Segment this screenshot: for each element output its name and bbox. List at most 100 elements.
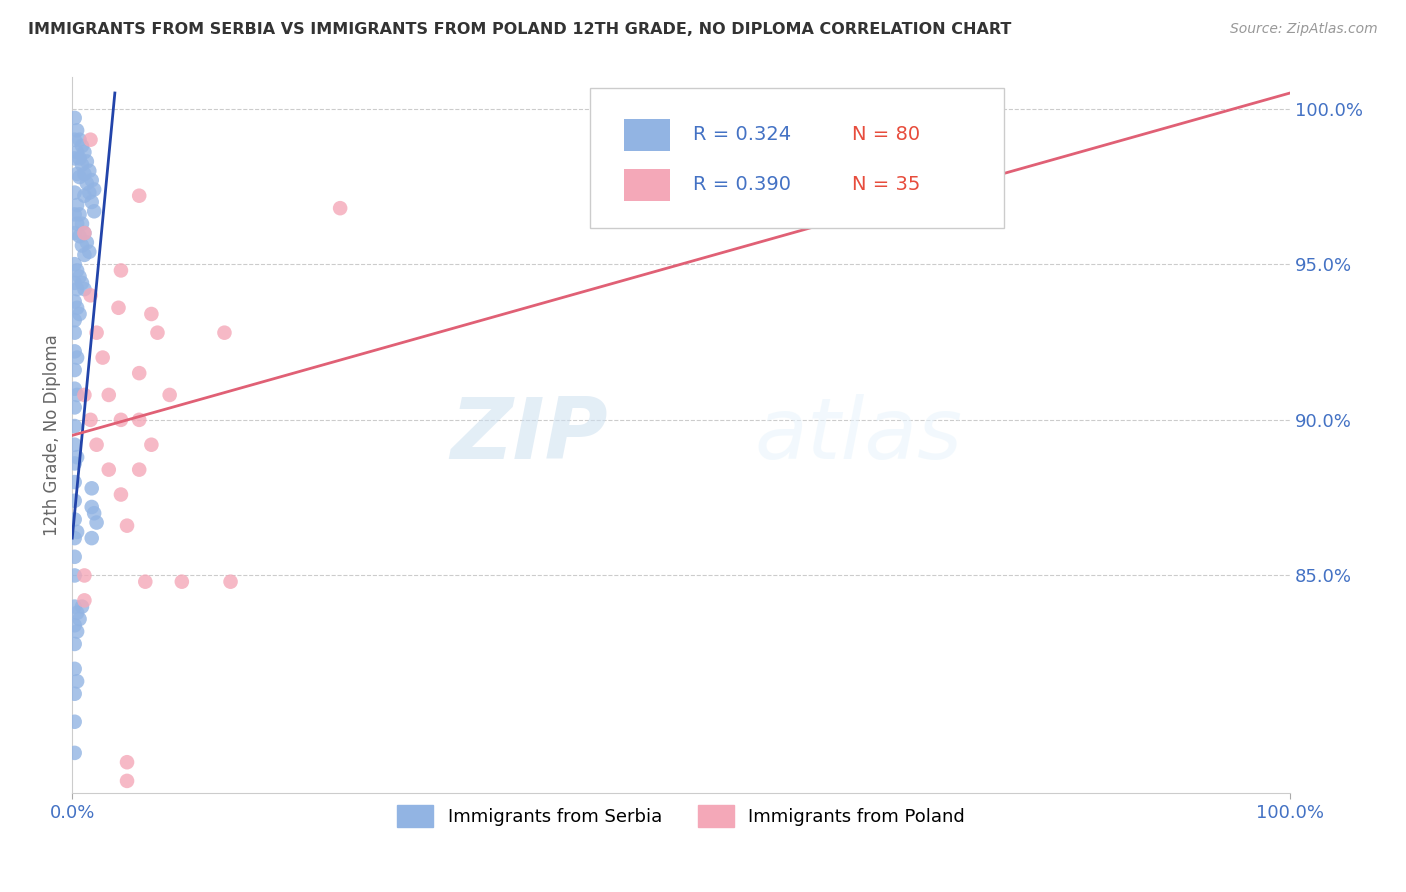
Point [134, 574, 156, 589]
Point [63, 637, 86, 651]
Point [141, 307, 163, 321]
Point [97, 462, 120, 476]
Point [69, 152, 91, 166]
Point [69, 207, 91, 221]
Point [128, 366, 150, 380]
Point [73, 248, 96, 262]
Point [97, 388, 120, 402]
Point [63, 152, 86, 166]
Point [66, 674, 89, 689]
Point [63, 531, 86, 545]
Bar [624, 169, 671, 201]
Point [63, 568, 86, 582]
Point [66, 282, 89, 296]
Point [128, 188, 150, 202]
Point [63, 257, 86, 271]
Point [83, 506, 105, 520]
Point [107, 301, 129, 315]
Point [77, 244, 100, 259]
Point [66, 263, 89, 277]
Point [128, 413, 150, 427]
Point [141, 438, 163, 452]
Point [219, 836, 242, 850]
Point [110, 413, 132, 427]
Point [73, 226, 96, 240]
Point [63, 618, 86, 632]
Point [66, 388, 89, 402]
Point [115, 773, 138, 788]
Point [69, 229, 91, 244]
Text: R = 0.390: R = 0.390 [693, 176, 792, 194]
Point [63, 662, 86, 676]
Point [80, 173, 103, 187]
Point [69, 133, 91, 147]
Point [63, 294, 86, 309]
Point [76, 176, 98, 190]
Point [73, 188, 96, 202]
Point [115, 756, 138, 770]
Point [69, 612, 91, 626]
Y-axis label: 12th Grade, No Diploma: 12th Grade, No Diploma [44, 334, 60, 536]
Point [86, 438, 108, 452]
Point [69, 307, 91, 321]
Point [63, 207, 86, 221]
Point [66, 123, 89, 137]
Text: N = 35: N = 35 [852, 176, 920, 194]
Point [63, 186, 86, 200]
Point [66, 167, 89, 181]
Point [110, 487, 132, 501]
Point [79, 133, 101, 147]
Point [170, 574, 193, 589]
Point [63, 111, 86, 125]
Point [69, 169, 91, 184]
Point [63, 475, 86, 489]
Point [214, 326, 236, 340]
Point [63, 714, 86, 729]
Point [63, 599, 86, 614]
Point [79, 413, 101, 427]
Point [195, 886, 218, 892]
Bar [624, 119, 671, 151]
Point [77, 164, 100, 178]
Point [152, 811, 174, 825]
Point [63, 549, 86, 564]
Point [66, 351, 89, 365]
Point [86, 326, 108, 340]
Point [66, 198, 89, 212]
Point [63, 344, 86, 359]
Point [70, 217, 93, 231]
Text: ZIP: ZIP [450, 394, 607, 477]
Point [73, 568, 96, 582]
Point [329, 201, 352, 215]
Point [70, 238, 93, 252]
Point [63, 401, 86, 415]
Point [80, 531, 103, 545]
Text: IMMIGRANTS FROM SERBIA VS IMMIGRANTS FROM POLAND 12TH GRADE, NO DIPLOMA CORRELAT: IMMIGRANTS FROM SERBIA VS IMMIGRANTS FRO… [28, 22, 1011, 37]
Point [63, 133, 86, 147]
Point [63, 687, 86, 701]
Point [63, 363, 86, 377]
Point [76, 154, 98, 169]
Point [70, 158, 93, 172]
Point [159, 388, 181, 402]
Point [219, 574, 242, 589]
Point [83, 204, 105, 219]
Point [66, 217, 89, 231]
Point [66, 524, 89, 539]
Point [63, 493, 86, 508]
Point [73, 388, 96, 402]
Point [63, 226, 86, 240]
Point [63, 419, 86, 434]
Point [115, 518, 138, 533]
Point [80, 481, 103, 495]
Point [77, 186, 100, 200]
Point [80, 500, 103, 514]
Point [63, 276, 86, 290]
Point [91, 351, 114, 365]
Text: Source: ZipAtlas.com: Source: ZipAtlas.com [1230, 22, 1378, 37]
Point [79, 288, 101, 302]
Text: N = 80: N = 80 [852, 125, 920, 145]
FancyBboxPatch shape [589, 88, 1004, 227]
Point [63, 512, 86, 526]
Legend: Immigrants from Serbia, Immigrants from Poland: Immigrants from Serbia, Immigrants from … [389, 798, 973, 834]
